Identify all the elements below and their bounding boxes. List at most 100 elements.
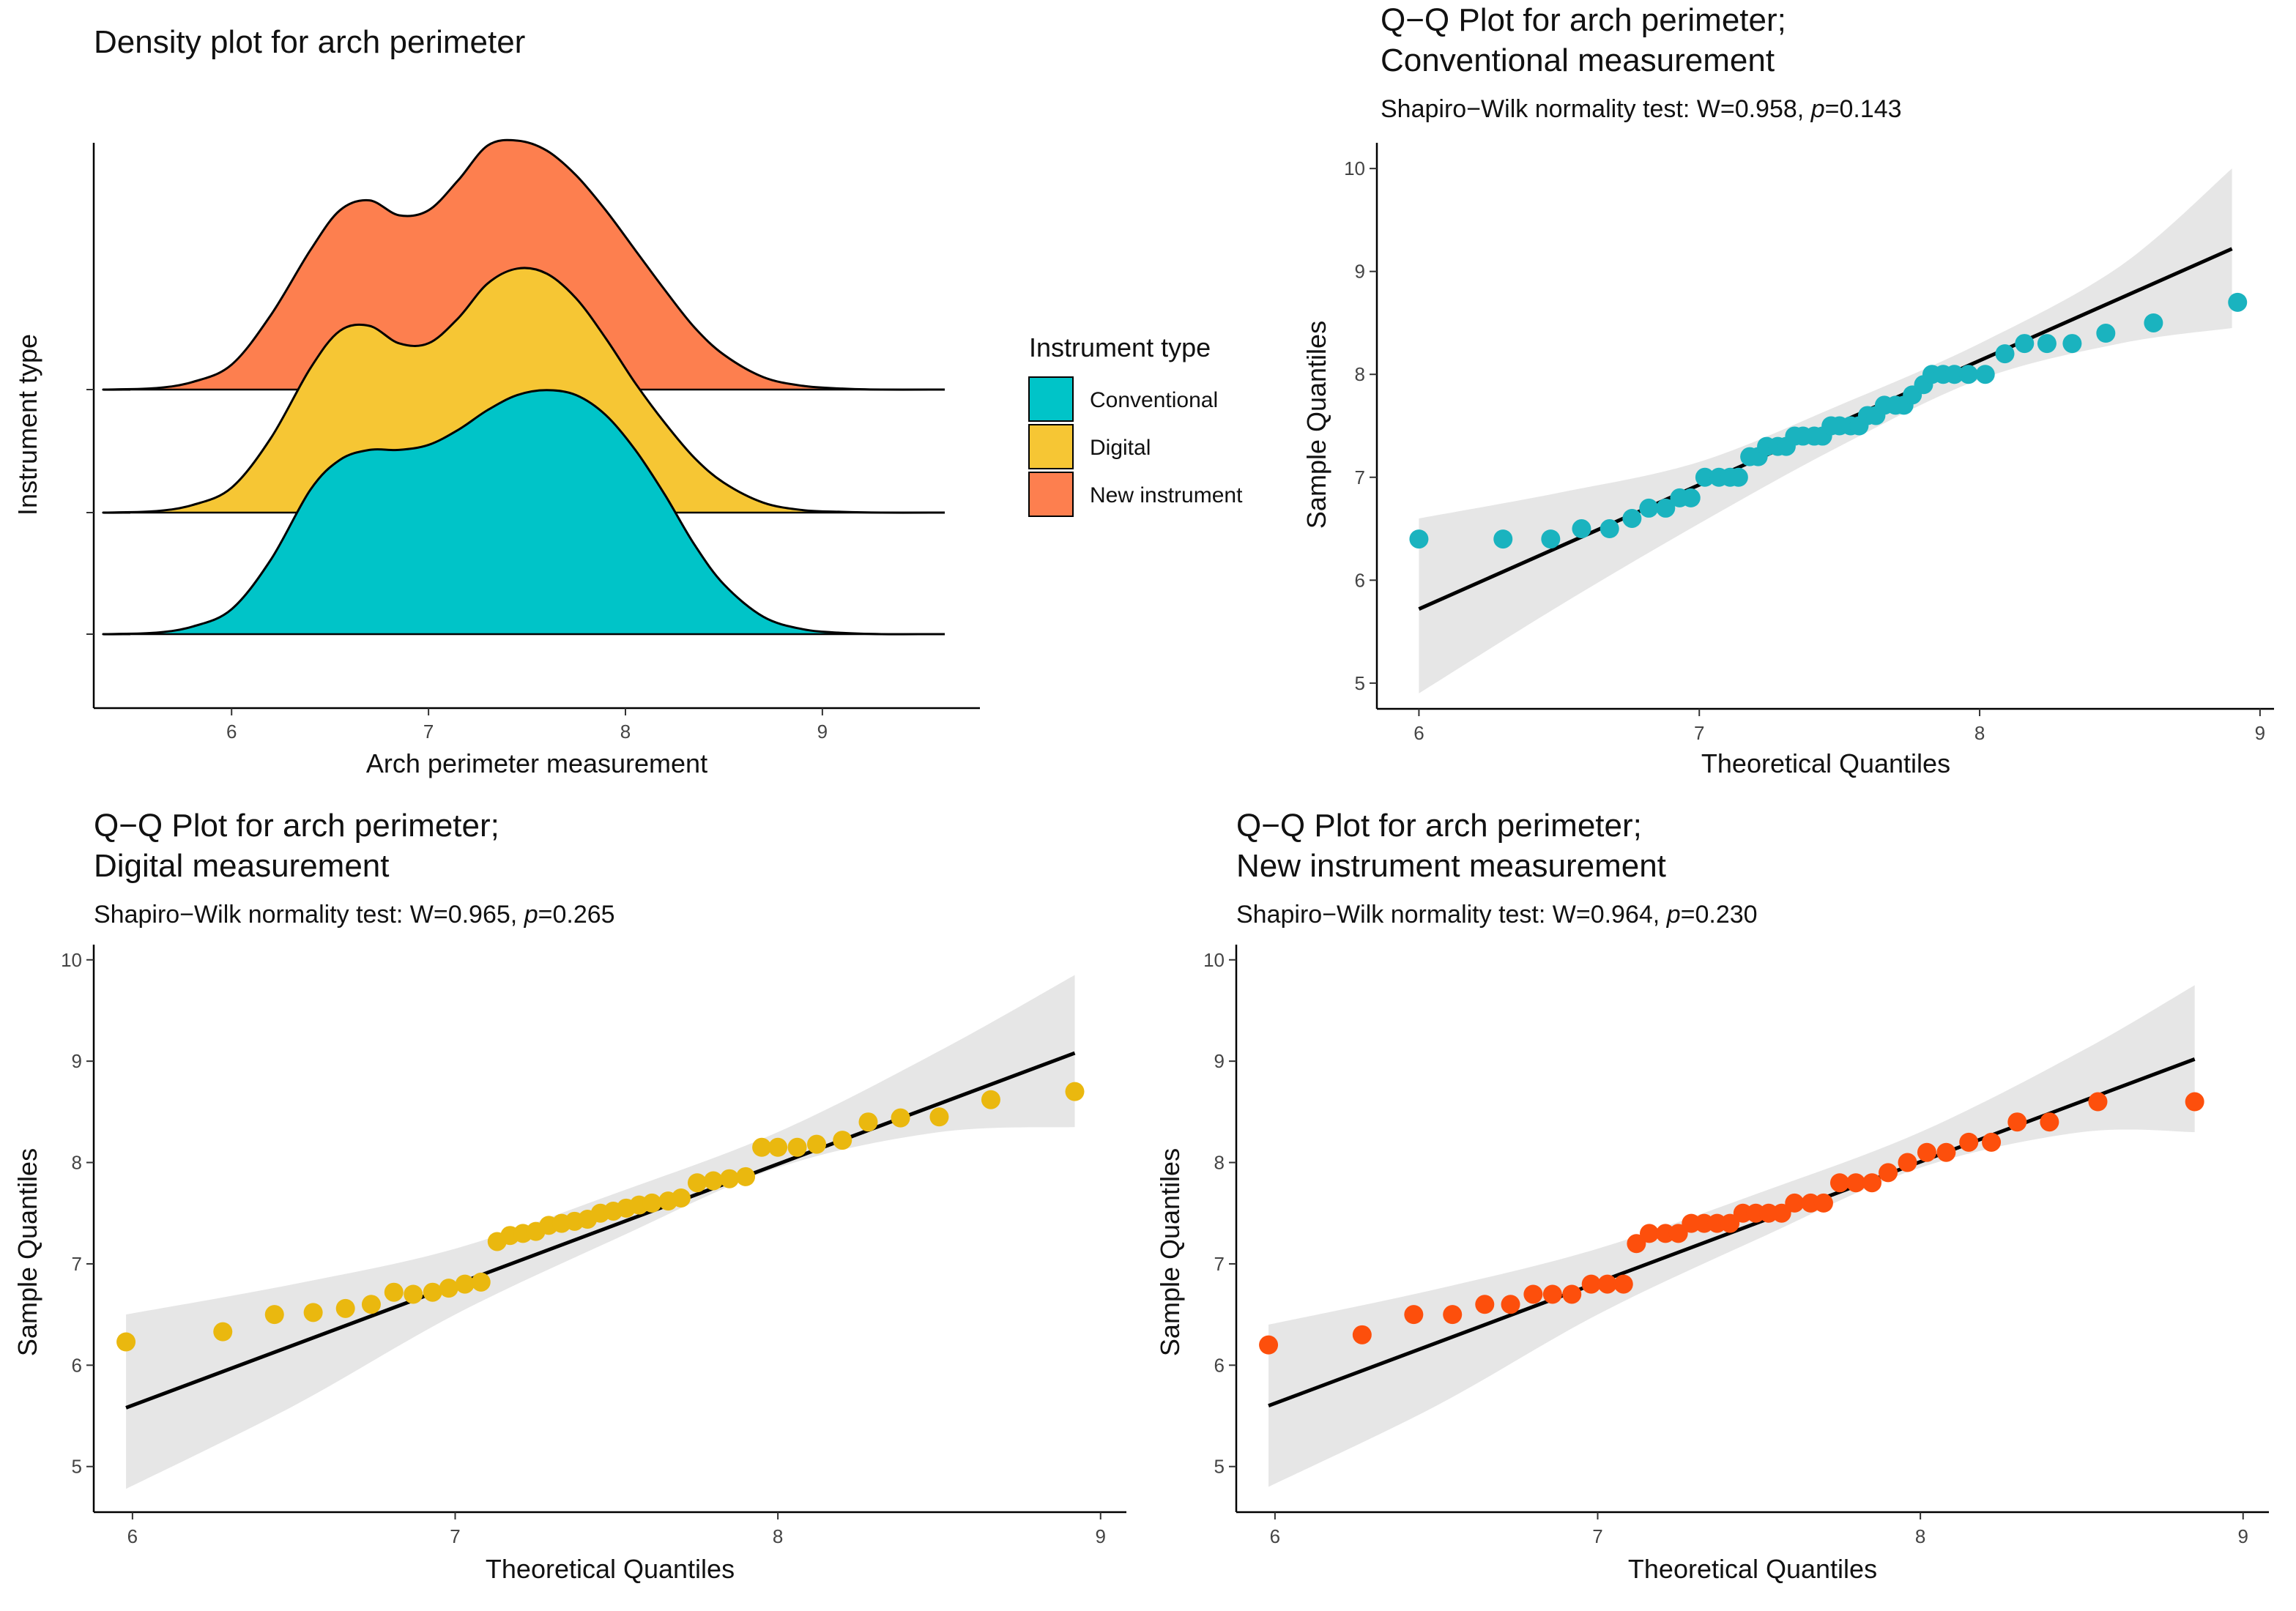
qq-plot-area: 5 6 7 8 9 10 6 7 8 9 — [1203, 945, 2269, 1547]
qq-subtitle: Shapiro−Wilk normality test: W=0.958, p=… — [1381, 95, 1902, 123]
qq-point — [1352, 1325, 1372, 1344]
density-panel: Density plot for arch perimeter 6 7 8 9 Arc… — [12, 24, 980, 778]
x-tick-label: 6 — [226, 721, 237, 743]
qq-point — [2015, 334, 2035, 354]
qq-x-label: Theoretical Quantiles — [1701, 748, 1950, 778]
qq-point — [423, 1282, 442, 1302]
qq-point — [929, 1107, 949, 1127]
density-title: Density plot for arch perimeter — [94, 24, 525, 60]
legend-swatch — [1028, 376, 1074, 422]
subtitle-prefix: Shapiro−Wilk normality test: W=0.958, — [1381, 95, 1811, 123]
qq-y-label: Sample Quantiles — [1301, 321, 1331, 529]
qq-point — [303, 1303, 323, 1322]
qq-point — [1728, 467, 1748, 487]
ridge-outline-digital — [102, 267, 945, 514]
qq-point — [2007, 1112, 2027, 1132]
x-tick-label: 6 — [127, 1525, 138, 1547]
y-tick-label: 7 — [1355, 466, 1365, 488]
x-tick-label: 6 — [1270, 1525, 1280, 1547]
ridge-outline-conventional — [102, 389, 945, 636]
qq-point — [720, 1169, 740, 1188]
qq-reference-line — [125, 1051, 1076, 1410]
density-y-ticks — [86, 389, 94, 635]
x-tick-label: 6 — [1413, 722, 1424, 744]
legend-label: Digital — [1090, 436, 1151, 460]
qq-point — [1622, 508, 1642, 528]
legend-item-new-instrument: New instrument — [1028, 472, 1243, 517]
qq-subtitle: Shapiro−Wilk normality test: W=0.965, p=… — [94, 901, 615, 929]
ridge-fill-conventional — [103, 390, 931, 635]
y-tick-label: 10 — [1203, 949, 1225, 971]
qq-point — [807, 1134, 826, 1154]
qq-point — [1982, 1132, 2002, 1152]
qq-panel-new-instrument: Q−Q Plot for arch perimeter; New instrum… — [1155, 808, 2269, 1584]
qq-point — [1597, 1274, 1617, 1294]
x-tick-label: 7 — [1694, 722, 1704, 744]
x-tick-label: 8 — [773, 1525, 783, 1547]
y-tick-label: 8 — [1355, 363, 1365, 385]
qq-point — [1475, 1295, 1495, 1314]
qq-point — [1656, 498, 1676, 518]
qq-point — [1613, 1274, 1633, 1294]
ridge-outline-new-instrument — [102, 138, 945, 391]
qq-point — [384, 1282, 404, 1302]
qq-point — [1898, 1153, 1917, 1172]
qq-point — [1862, 1173, 1882, 1193]
y-tick-label: 10 — [61, 949, 82, 971]
density-x-ticks: 6 7 8 9 — [226, 708, 828, 743]
qq-x-label: Theoretical Quantiles — [486, 1554, 735, 1584]
y-tick-label: 6 — [1355, 569, 1365, 591]
density-x-label: Arch perimeter measurement — [366, 748, 707, 778]
qq-point — [2037, 334, 2057, 354]
qq-point — [981, 1090, 1000, 1109]
density-y-label: Instrument type — [12, 334, 42, 516]
subtitle-p: p — [1666, 901, 1681, 929]
qq-point — [1668, 1224, 1688, 1243]
qq-title-line2: New instrument measurement — [1236, 848, 1666, 884]
y-tick-label: 7 — [1214, 1253, 1225, 1275]
qq-point — [1681, 488, 1701, 507]
qq-point — [1959, 1132, 1979, 1152]
qq-point — [1995, 344, 2015, 364]
qq-point — [704, 1171, 723, 1191]
qq-point — [1493, 529, 1513, 549]
qq-point — [2040, 1112, 2059, 1132]
qq-panel-digital: Q−Q Plot for arch perimeter; Digital mea… — [12, 808, 1126, 1584]
density-ridges — [102, 138, 945, 636]
qq-plot-area: 5 6 7 8 9 10 6 7 8 9 — [61, 945, 1126, 1547]
y-tick-label: 10 — [1344, 157, 1365, 179]
qq-point — [1501, 1295, 1520, 1314]
y-tick-label: 9 — [72, 1050, 82, 1072]
qq-point — [439, 1279, 458, 1298]
qq-y-label: Sample Quantiles — [1155, 1148, 1185, 1356]
x-tick-label: 9 — [2238, 1525, 2248, 1547]
qq-panel-conventional: Q−Q Plot for arch perimeter; Conventiona… — [1301, 2, 2274, 778]
qq-point — [1944, 365, 1964, 384]
subtitle-prefix: Shapiro−Wilk normality test: W=0.964, — [1236, 901, 1667, 929]
qq-point — [1975, 365, 1995, 384]
qq-point — [1404, 1305, 1424, 1325]
x-tick-label: 7 — [450, 1525, 460, 1547]
x-tick-label: 8 — [620, 721, 631, 743]
qq-point — [1562, 1284, 1582, 1304]
legend-swatch — [1028, 424, 1074, 469]
qq-point — [2144, 313, 2163, 332]
qq-point — [2228, 292, 2248, 312]
qq-point — [642, 1193, 662, 1213]
subtitle-suffix: =0.230 — [1681, 901, 1758, 929]
qq-point — [455, 1274, 475, 1294]
qq-point — [1958, 365, 1978, 384]
qq-point — [1695, 467, 1714, 487]
qq-point — [787, 1137, 807, 1157]
legend-title: Instrument type — [1029, 332, 1211, 362]
subtitle-p: p — [1810, 95, 1825, 123]
y-tick-label: 6 — [1214, 1354, 1225, 1376]
qq-point — [404, 1284, 423, 1304]
qq-point — [1572, 519, 1591, 539]
qq-point — [1846, 1173, 1865, 1193]
qq-point — [1259, 1335, 1279, 1355]
ridge-fill-digital — [103, 267, 931, 513]
qq-point — [213, 1322, 233, 1342]
qq-point — [833, 1131, 852, 1150]
qq-point — [736, 1167, 756, 1186]
